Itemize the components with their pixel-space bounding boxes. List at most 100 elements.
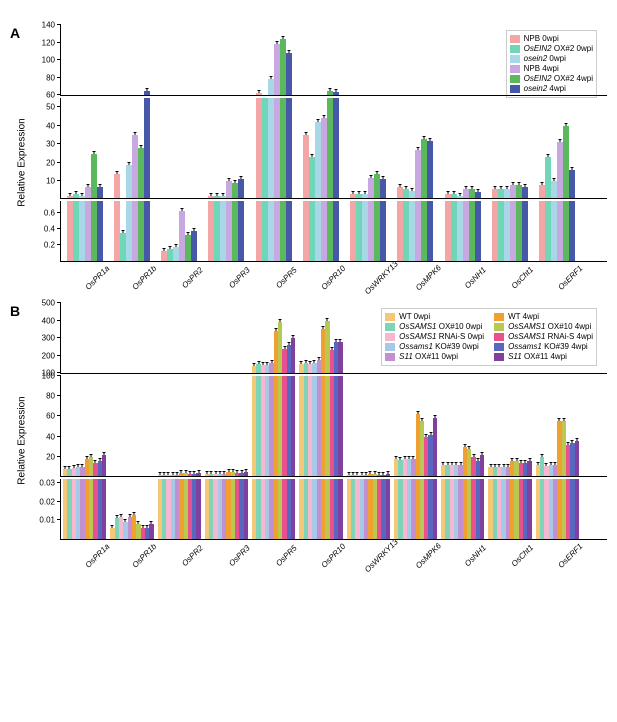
bar xyxy=(291,338,295,373)
bar-group xyxy=(392,376,439,476)
ytick-label: 40 xyxy=(46,432,55,441)
bar-group xyxy=(439,98,486,198)
bar xyxy=(196,473,200,476)
ytick-label: 80 xyxy=(46,392,55,401)
bar-group xyxy=(250,303,297,373)
bar-group xyxy=(61,25,108,95)
ylabel-a: Relative Expression xyxy=(17,118,28,206)
ytick-label: 60 xyxy=(46,412,55,421)
bar-group xyxy=(203,376,250,476)
bar xyxy=(480,455,484,476)
bar xyxy=(475,192,481,198)
bar xyxy=(386,474,390,476)
bar xyxy=(338,376,342,476)
ytick-label: 20 xyxy=(46,158,55,167)
ytick-label: 0.03 xyxy=(39,478,55,487)
bar-group xyxy=(392,98,439,198)
bar-group xyxy=(439,376,486,476)
bar xyxy=(256,93,262,95)
ytick-label: 20 xyxy=(46,452,55,461)
chart-segment: 100200300400500 xyxy=(60,303,607,374)
bar xyxy=(569,170,575,198)
bar-group xyxy=(61,98,108,198)
bar xyxy=(333,92,339,96)
bar-group xyxy=(156,25,203,95)
bar xyxy=(527,461,531,476)
bar-group xyxy=(392,303,439,373)
chart-segment: 1020304050 xyxy=(60,98,607,199)
ytick-label: 200 xyxy=(42,351,55,360)
bar-group xyxy=(297,376,344,476)
bar-group xyxy=(345,376,392,476)
bar-group xyxy=(61,303,108,373)
ytick-label: 10 xyxy=(46,177,55,186)
bar-group xyxy=(203,303,250,373)
ytick-label: 50 xyxy=(46,103,55,112)
bar-group xyxy=(486,98,533,198)
bar-group xyxy=(486,25,533,95)
bar xyxy=(575,441,579,476)
bar xyxy=(97,187,103,198)
bar-group xyxy=(250,376,297,476)
bar-group xyxy=(439,25,486,95)
panel-b: B Relative Expression WT 0wpiOsSAMS1 OX#… xyxy=(10,303,607,566)
bar-group xyxy=(345,25,392,95)
bar-group xyxy=(203,98,250,198)
bar xyxy=(433,418,437,476)
bar xyxy=(427,141,433,198)
panel-b-label: B xyxy=(10,303,20,319)
bar-group xyxy=(345,98,392,198)
bar xyxy=(333,98,339,198)
bar-group xyxy=(534,98,581,198)
ytick-label: 30 xyxy=(46,140,55,149)
bar-group xyxy=(345,303,392,373)
bar xyxy=(286,98,292,198)
bar-group xyxy=(486,376,533,476)
chart-b-area: Relative Expression WT 0wpiOsSAMS1 OX#10… xyxy=(60,303,607,566)
bar xyxy=(114,174,120,198)
bar-group xyxy=(61,376,108,476)
bar-group xyxy=(297,303,344,373)
bar-group xyxy=(486,303,533,373)
bar-group xyxy=(297,25,344,95)
bar xyxy=(291,376,295,476)
ytick-label: 100 xyxy=(42,372,55,381)
bar-group xyxy=(534,25,581,95)
bar-group xyxy=(156,98,203,198)
bar xyxy=(338,342,342,374)
panel-a: A Relative Expression NPB 0wpiOsEIN2 OX#… xyxy=(10,25,607,288)
chart-segment: 6080100120140 xyxy=(60,25,607,96)
bar-group xyxy=(203,25,250,95)
ytick-label: 0.4 xyxy=(44,225,55,234)
ytick-label: 40 xyxy=(46,121,55,130)
panel-a-label: A xyxy=(10,25,20,41)
bar-group xyxy=(250,98,297,198)
bar-group xyxy=(156,376,203,476)
ytick-label: 0.6 xyxy=(44,209,55,218)
bar-group xyxy=(250,25,297,95)
bar xyxy=(380,179,386,198)
bar xyxy=(144,91,150,95)
ytick-label: 400 xyxy=(42,316,55,325)
ytick-label: 100 xyxy=(42,56,55,65)
chart-segment: 20406080100 xyxy=(60,376,607,477)
bar-group xyxy=(108,98,155,198)
ytick-label: 60 xyxy=(46,91,55,100)
bar-group xyxy=(439,303,486,373)
ytick-label: 0.02 xyxy=(39,497,55,506)
ytick-label: 140 xyxy=(42,21,55,30)
bar xyxy=(238,179,244,198)
ytick-label: 500 xyxy=(42,299,55,308)
chart-a-area: Relative Expression NPB 0wpiOsEIN2 OX#2 … xyxy=(60,25,607,288)
ytick-label: 0.01 xyxy=(39,516,55,525)
bar-group xyxy=(108,303,155,373)
ytick-label: 120 xyxy=(42,38,55,47)
bar-group xyxy=(156,303,203,373)
bar-group xyxy=(534,376,581,476)
bar-group xyxy=(108,25,155,95)
bar xyxy=(244,472,248,476)
bar xyxy=(522,187,528,198)
bar xyxy=(144,98,150,198)
bar-group xyxy=(297,98,344,198)
ylabel-b: Relative Expression xyxy=(17,396,28,484)
